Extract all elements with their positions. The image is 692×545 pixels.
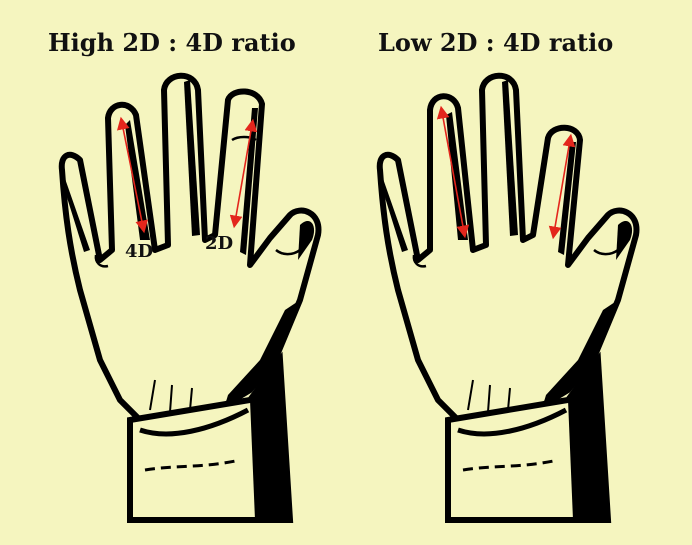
high-ratio-title: High 2D : 4D ratio — [48, 28, 296, 57]
ring-finger-length-arrow — [436, 105, 470, 239]
ring-finger-label: 4D — [125, 241, 153, 262]
index-finger-length-arrow — [229, 118, 258, 229]
hand-outline — [376, 72, 640, 523]
index-finger-label: 2D — [205, 233, 233, 254]
hand-illustration-high-ratio: 4D 2D — [58, 72, 322, 523]
ring-finger-length-arrow — [116, 116, 149, 234]
index-finger-length-arrow — [548, 133, 576, 240]
hand-outline — [58, 72, 322, 523]
hand-illustration-low-ratio — [376, 72, 640, 523]
low-ratio-title: Low 2D : 4D ratio — [378, 28, 614, 57]
